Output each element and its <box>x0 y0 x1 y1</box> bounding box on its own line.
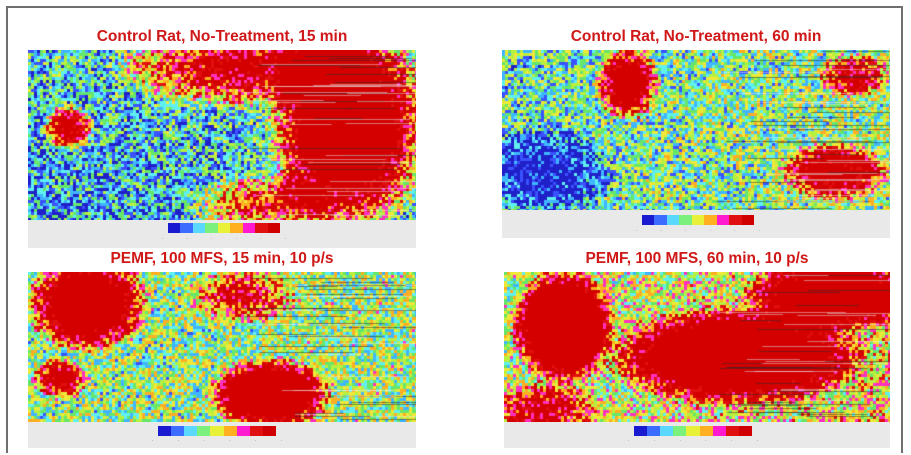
legend-tick: · <box>756 438 758 443</box>
legend-tick: · <box>186 236 188 241</box>
legend-swatch <box>171 426 185 436</box>
legend-swatch <box>729 215 742 225</box>
legend-swatch <box>180 223 193 233</box>
legend-swatch <box>686 426 700 436</box>
panel-control-15min: Control Rat, No-Treatment, 15 min · · · · · · <box>28 26 416 248</box>
legend-swatch <box>716 215 730 225</box>
legend-swatch <box>230 223 243 233</box>
color-scale-legend <box>634 426 752 436</box>
legend-tick-labels: · · · · · · <box>636 228 760 233</box>
legend-swatch <box>634 426 648 436</box>
legend-area: · · · · · · <box>504 422 890 448</box>
legend-tick: · <box>758 228 760 233</box>
legend-tick: · <box>260 236 262 241</box>
legend-swatch <box>267 223 280 233</box>
color-scale-legend <box>158 426 276 436</box>
perfusion-heatmap <box>504 272 890 422</box>
legend-swatch <box>691 215 705 225</box>
legend-swatch <box>642 215 655 225</box>
legend-swatch <box>647 426 661 436</box>
legend-tick: · <box>284 236 286 241</box>
color-scale-legend <box>168 223 280 233</box>
legend-swatch <box>223 426 237 436</box>
color-scale-legend <box>642 215 754 225</box>
legend-tick-labels: · · · · · · <box>628 438 758 443</box>
panel-pemf-15min: PEMF, 100 MFS, 15 min, 10 p/s · · · · · · <box>28 248 416 448</box>
legend-tick: · <box>636 228 638 233</box>
legend-swatch <box>184 426 198 436</box>
legend-area: · · · · · · <box>28 220 416 248</box>
legend-tick: · <box>235 236 237 241</box>
legend-swatch <box>255 223 268 233</box>
legend-swatch <box>262 426 276 436</box>
panel-title: PEMF, 100 MFS, 15 min, 10 p/s <box>110 250 334 267</box>
legend-swatch <box>205 223 218 233</box>
legend-swatch <box>242 223 256 233</box>
panel-title: Control Rat, No-Treatment, 15 min <box>96 28 348 45</box>
perfusion-heatmap <box>28 272 416 422</box>
legend-tick: · <box>211 236 213 241</box>
legend-swatch <box>666 215 680 225</box>
legend-swatch <box>217 223 231 233</box>
panel-title: Control Rat, No-Treatment, 60 min <box>570 28 822 45</box>
legend-swatch <box>158 426 172 436</box>
legend-tick: · <box>280 438 282 443</box>
legend-tick: · <box>162 236 164 241</box>
legend-area: · · · · · · <box>28 422 416 448</box>
legend-tick-labels: · · · · · · <box>162 236 286 241</box>
legend-swatch <box>197 426 211 436</box>
legend-tick: · <box>152 438 154 443</box>
legend-swatch <box>236 426 250 436</box>
legend-tick: · <box>705 438 707 443</box>
legend-tick: · <box>734 228 736 233</box>
legend-tick: · <box>709 228 711 233</box>
legend-swatch <box>712 426 726 436</box>
legend-swatch <box>660 426 674 436</box>
legend-area: · · · · · · <box>502 210 890 238</box>
legend-tick: · <box>653 438 656 443</box>
panel-control-60min: Control Rat, No-Treatment, 60 min · · · · · · <box>502 26 890 238</box>
legend-swatch <box>210 426 224 436</box>
legend-tick: · <box>730 438 733 443</box>
legend-tick: · <box>685 228 687 233</box>
legend-swatch <box>699 426 713 436</box>
legend-swatch <box>741 215 754 225</box>
legend-tick: · <box>660 228 662 233</box>
legend-swatch <box>704 215 717 225</box>
legend-tick: · <box>628 438 630 443</box>
figure-frame: Control Rat, No-Treatment, 15 min · · · · · ·… <box>6 6 903 453</box>
legend-swatch <box>673 426 687 436</box>
panel-title: PEMF, 100 MFS, 60 min, 10 p/s <box>585 250 809 267</box>
legend-tick: · <box>177 438 180 443</box>
legend-swatch <box>679 215 692 225</box>
legend-swatch <box>654 215 667 225</box>
legend-tick: · <box>229 438 231 443</box>
legend-swatch <box>249 426 263 436</box>
legend-tick: · <box>254 438 257 443</box>
perfusion-heatmap <box>28 50 416 220</box>
legend-swatch <box>168 223 181 233</box>
legend-swatch <box>725 426 739 436</box>
legend-tick: · <box>203 438 205 443</box>
panel-pemf-60min: PEMF, 100 MFS, 60 min, 10 p/s · · · · · · <box>504 248 890 448</box>
legend-tick-labels: · · · · · · <box>152 438 282 443</box>
legend-swatch <box>738 426 752 436</box>
perfusion-heatmap <box>502 50 890 210</box>
legend-tick: · <box>679 438 681 443</box>
legend-swatch <box>192 223 206 233</box>
